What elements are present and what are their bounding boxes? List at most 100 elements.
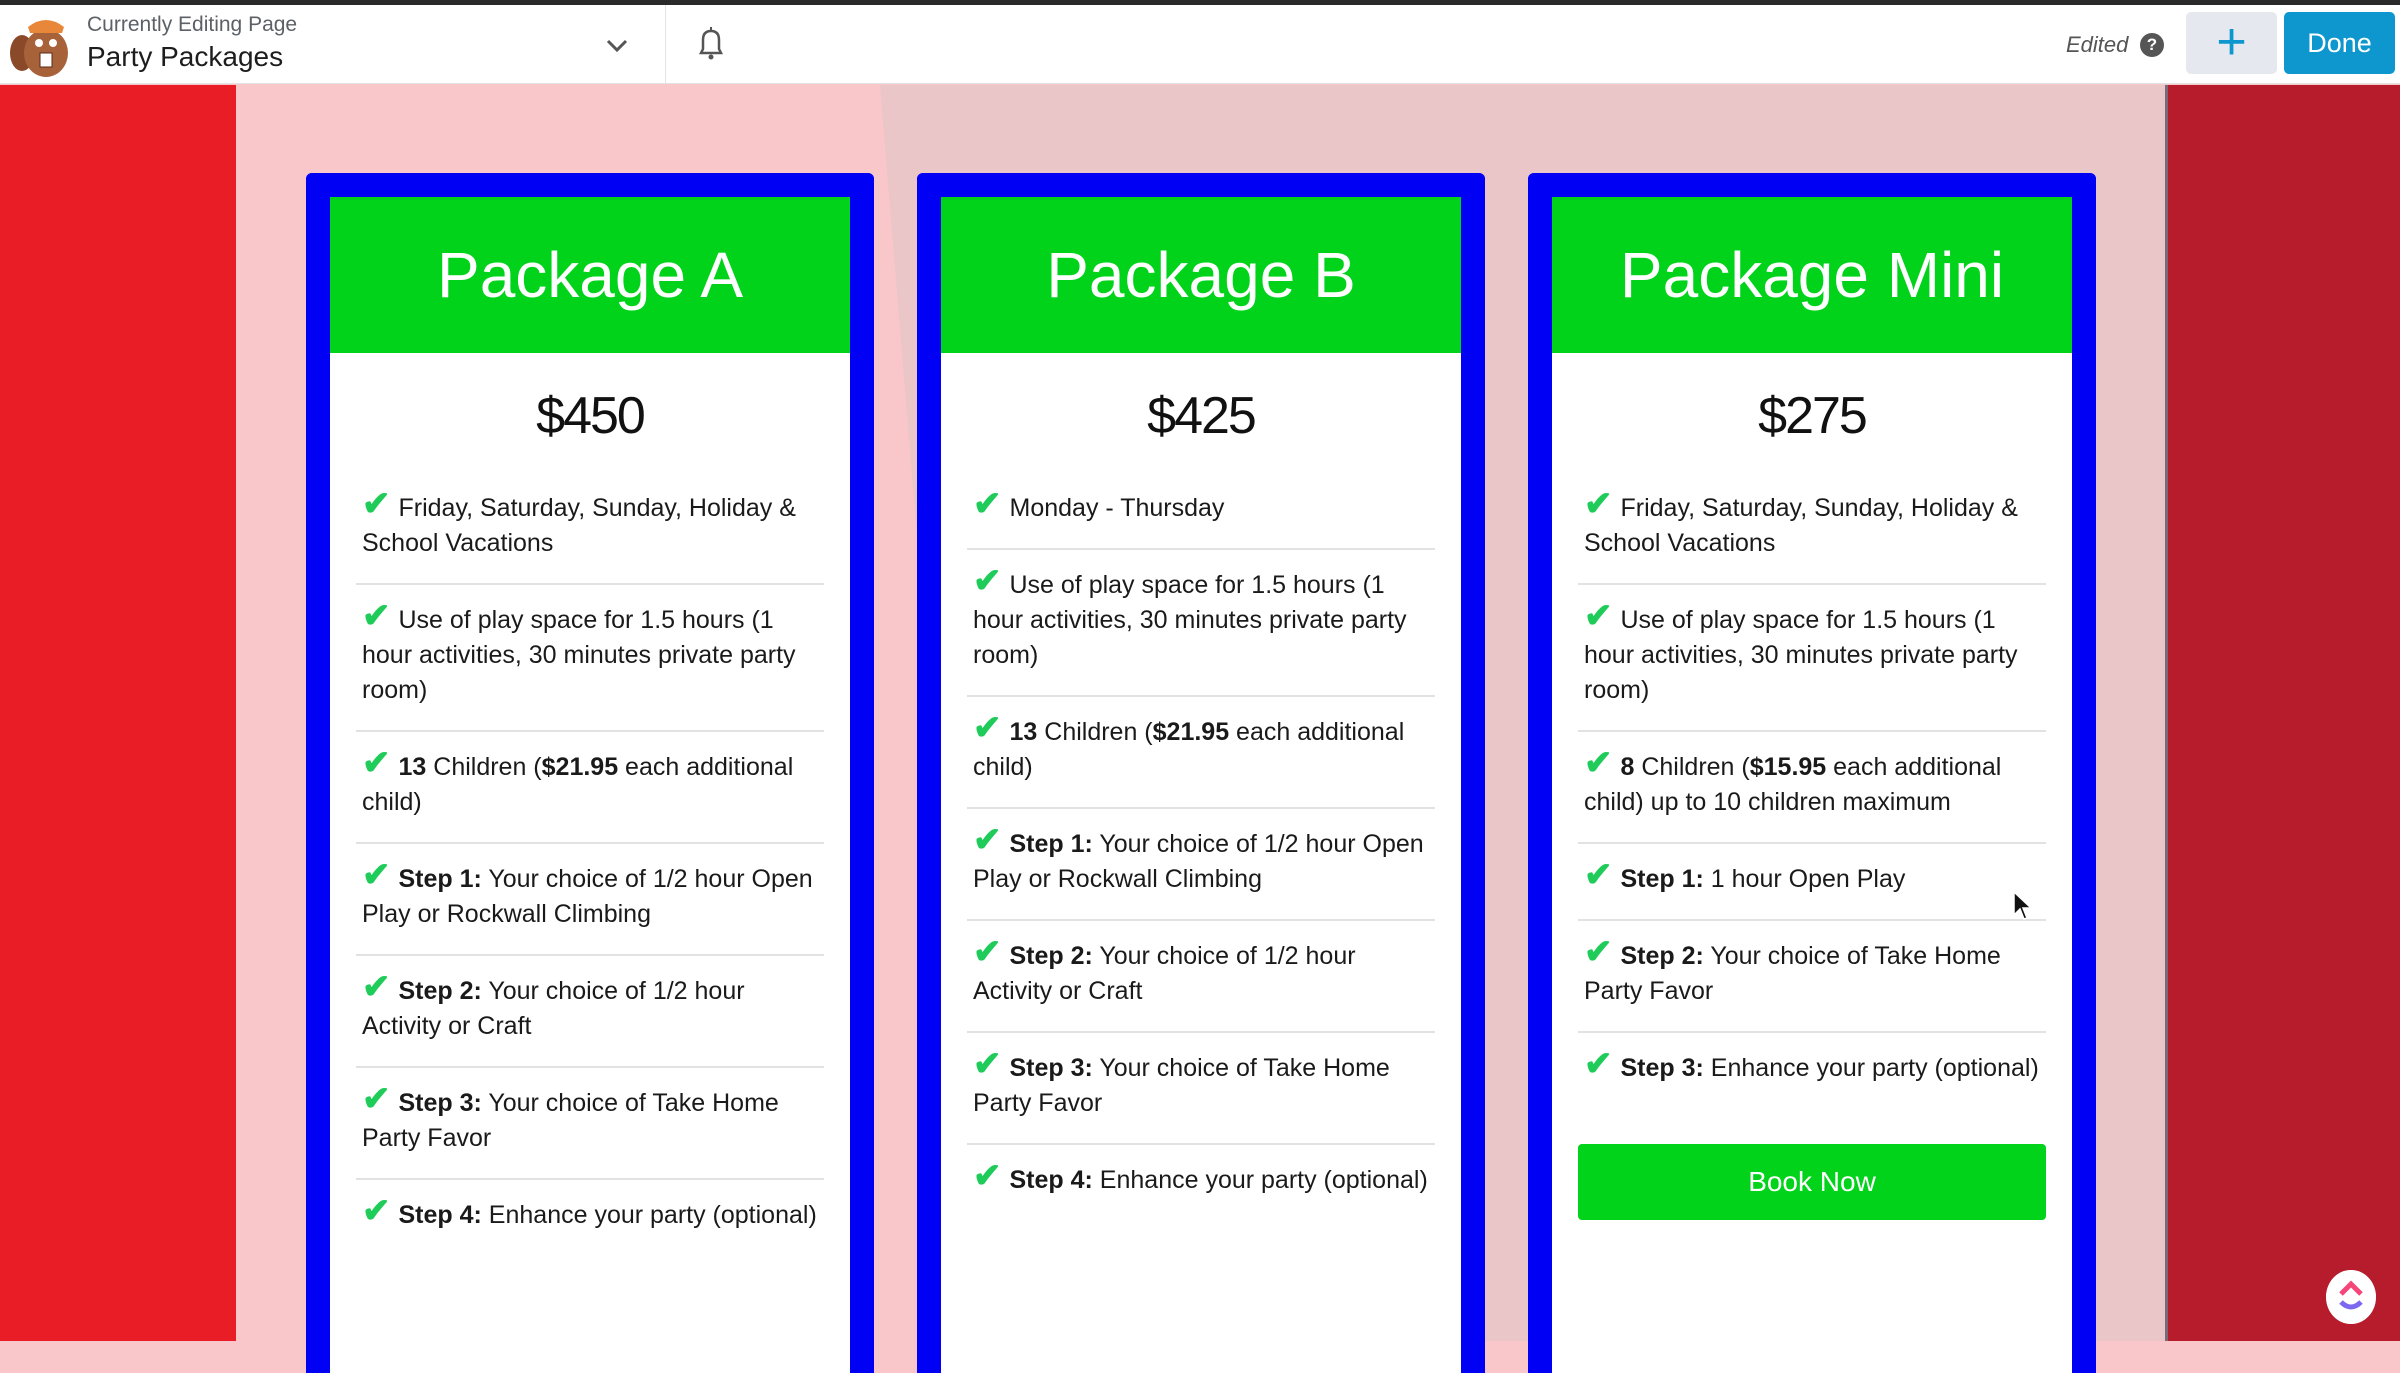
check-icon: ✔ [1584,1045,1613,1083]
feature-text: $15.95 [1749,753,1827,781]
feature-text: Your choice of 1/2 hour Activity or Craf… [362,977,745,1040]
feature-item: ✔ Use of play space for 1.5 hours (1 hour… [967,550,1435,697]
check-icon: ✔ [973,562,1002,600]
edited-status: Edited [2066,32,2129,57]
feature-text: Step 3: [1009,1054,1093,1082]
feature-item: ✔ Step 3: Your choice of Take Home Party … [967,1033,1435,1145]
package-card: Package Mini $275 ✔ Friday, Saturday, Sund… [1528,173,2096,1373]
feature-text: Children ( [1037,718,1153,746]
editor-toolbar: Currently Editing Page Party Packages Ed… [0,5,2400,84]
feature-text: Your choice of 1/2 hour Open Play or Roc… [362,865,813,928]
feature-text: Step 4: [398,1201,482,1229]
check-icon: ✔ [973,1045,1002,1083]
feature-text: each additional child) up to 10 children… [1584,753,2002,816]
feature-item: ✔ Step 3: Enhance your party (optional) [1578,1033,2046,1108]
feature-list: ✔ Friday, Saturday, Sunday, Holiday & Sch… [1578,473,2046,1108]
feature-item: ✔ Step 1: 1 hour Open Play [1578,844,2046,921]
feature-item: ✔ Step 1: Your choice of 1/2 hour Open Pl… [356,844,824,956]
feature-text: Children ( [1634,753,1750,781]
feature-item: ✔ Step 2: Your choice of 1/2 hour Activit… [356,956,824,1068]
feature-item: ✔ Step 4: Enhance your party (optional) [356,1180,824,1255]
feature-text: $21.95 [1152,718,1230,746]
feature-text: Use of play space for 1.5 hours (1 hour … [362,606,796,704]
feature-text: 13 [1009,718,1038,746]
check-icon: ✔ [1584,856,1613,894]
feature-text: Use of play space for 1.5 hours (1 hour … [973,571,1407,669]
feature-text: Step 1: [398,865,482,893]
divider [665,5,666,84]
feature-text: Step 1: [1620,865,1704,893]
package-title: Package A [330,197,850,353]
editing-label: Currently Editing Page [87,13,298,36]
feature-text: Use of play space for 1.5 hours (1 hour … [1584,606,2018,704]
check-icon: ✔ [973,1157,1002,1195]
book-now-button[interactable]: Book Now [1578,1144,2046,1220]
left-background [0,85,236,1341]
feature-item: ✔ Step 2: Your choice of Take Home Party … [1578,921,2046,1033]
feature-text: 8 [1620,753,1635,781]
check-icon: ✔ [973,933,1002,971]
feature-item: ✔ Use of play space for 1.5 hours (1 hour… [356,585,824,732]
package-price: $425 [1147,387,1257,445]
page-title: Party Packages [87,41,284,72]
feature-text: 13 [398,753,427,781]
feature-item: ✔ Step 3: Your choice of Take Home Party … [356,1068,824,1180]
check-icon: ✔ [1584,933,1613,971]
check-icon: ✔ [362,485,391,523]
right-background [2165,85,2400,1341]
package-title: Package B [941,197,1461,353]
check-icon: ✔ [973,709,1002,747]
feature-text: 1 hour Open Play [1703,865,1906,893]
help-icon[interactable]: ? [2140,33,2164,57]
feature-text: Children ( [426,753,542,781]
package-card: Package A $450 ✔ Friday, Saturday, Sunday,… [306,173,874,1373]
feature-item: ✔ Step 1: Your choice of 1/2 hour Open Pl… [967,809,1435,921]
feature-text: Step 3: [1620,1054,1704,1082]
feature-text: Your choice of Take Home Party Favor [362,1089,779,1152]
chevron-down-icon[interactable] [600,29,634,63]
feature-text: Enhance your party (optional) [1703,1054,2039,1082]
feature-text: Monday - Thursday [1009,494,1225,522]
feature-text: Your choice of Take Home Party Favor [1584,942,2001,1005]
feature-item: ✔ 8 Children ($15.95 each additional chil… [1578,732,2046,844]
feature-text: Friday, Saturday, Sunday, Holiday & Scho… [362,494,796,557]
feature-item: ✔ Step 4: Enhance your party (optional) [967,1145,1435,1220]
bell-icon[interactable] [694,25,728,63]
package-price: $275 [1758,387,1868,445]
check-icon: ✔ [1584,597,1613,635]
feature-text: Step 1: [1009,830,1093,858]
feature-text: Step 2: [398,977,482,1005]
check-icon: ✔ [362,1080,391,1118]
feature-text: each additional child) [362,753,794,816]
feature-text: Your choice of Take Home Party Favor [973,1054,1390,1117]
window-top-bar [0,0,2400,5]
feature-text: Step 2: [1009,942,1093,970]
feature-text: Step 2: [1620,942,1704,970]
package-title: Package Mini [1552,197,2072,353]
feature-item: ✔ Friday, Saturday, Sunday, Holiday & Sch… [1578,473,2046,585]
check-icon: ✔ [362,597,391,635]
feature-text: Your choice of 1/2 hour Open Play or Roc… [973,830,1424,893]
check-icon: ✔ [973,485,1002,523]
check-icon: ✔ [1584,744,1613,782]
check-icon: ✔ [362,968,391,1006]
check-icon: ✔ [973,821,1002,859]
feature-list: ✔ Friday, Saturday, Sunday, Holiday & Sch… [356,473,824,1255]
feature-text: Step 4: [1009,1166,1093,1194]
feature-item: ✔ Step 2: Your choice of 1/2 hour Activit… [967,921,1435,1033]
feature-text: Step 3: [398,1089,482,1117]
check-icon: ✔ [1584,485,1613,523]
check-icon: ✔ [362,1192,391,1230]
feature-list: ✔ Monday - Thursday ✔ Use of play space for… [967,473,1435,1220]
done-button[interactable]: Done [2284,12,2395,74]
feature-item: ✔ Use of play space for 1.5 hours (1 hour… [1578,585,2046,732]
add-button[interactable]: + [2186,12,2277,74]
clickup-widget-icon[interactable] [2326,1270,2376,1324]
feature-item: ✔ Friday, Saturday, Sunday, Holiday & Sch… [356,473,824,585]
mouse-cursor [2013,891,2033,920]
feature-item: ✔ 13 Children ($21.95 each additional chi… [356,732,824,844]
package-card: Package B $425 ✔ Monday - Thursday ✔ Use of … [917,173,1485,1373]
check-icon: ✔ [362,744,391,782]
package-price: $450 [536,387,646,445]
feature-text: Your choice of 1/2 hour Activity or Craf… [973,942,1356,1005]
